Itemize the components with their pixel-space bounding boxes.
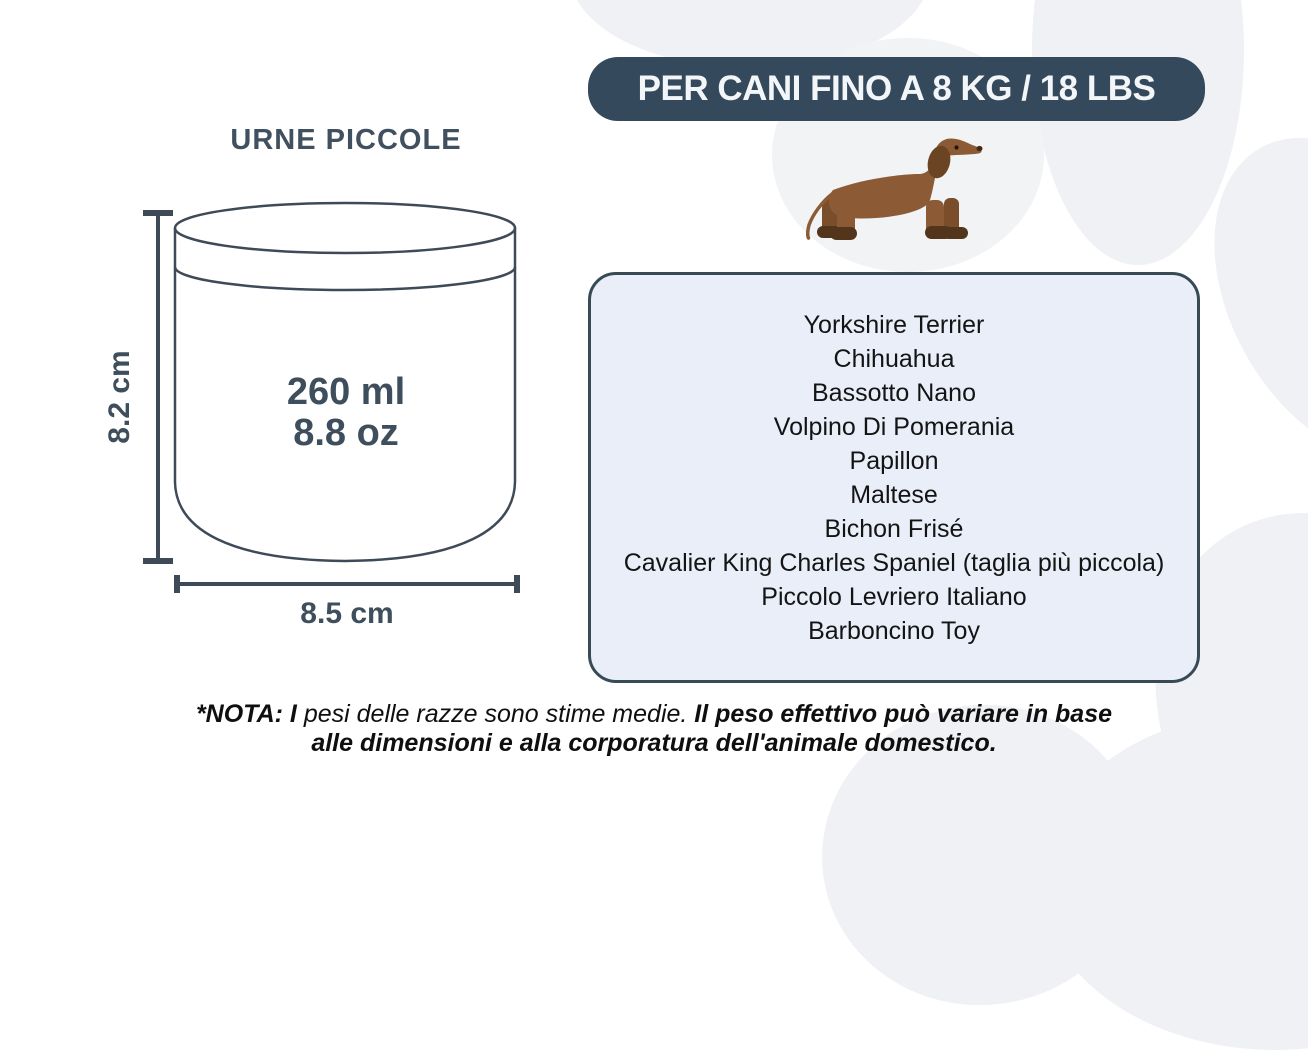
breed-item: Bichon Frisé: [824, 514, 964, 543]
urn-body-outline: [173, 228, 517, 563]
footnote-emphasis: Il peso effettivo può variare in base: [694, 700, 1113, 728]
footnote: *NOTA: I pesi delle razze sono stime med…: [149, 700, 1159, 758]
dachshund-icon: [805, 138, 983, 240]
weight-limit-badge: PER CANI FINO A 8 KG / 18 LBS: [588, 57, 1205, 121]
breed-item: Bassotto Nano: [812, 378, 976, 407]
breed-item: Papillon: [849, 446, 939, 475]
breeds-list: Yorkshire Terrier Chihuahua Bassotto Nano V…: [591, 308, 1197, 648]
dog-far-front-leg: [944, 198, 959, 234]
breed-item: Maltese: [850, 480, 938, 509]
dog-ear: [927, 145, 951, 179]
footnote-line-1: *NOTA: I pesi delle razze sono stime med…: [149, 700, 1159, 729]
breed-item: Cavalier King Charles Spaniel (taglia pi…: [623, 548, 1165, 577]
breed-item: Chihuahua: [833, 344, 955, 373]
footnote-regular: pesi delle razze sono stime medie.: [303, 700, 695, 728]
urn-diagram: [143, 201, 520, 593]
height-dimension-line: [143, 210, 173, 564]
urn-volume-ml: 260 ml: [286, 371, 406, 413]
footnote-prefix: *NOTA: I: [195, 700, 304, 728]
breed-item: Barboncino Toy: [808, 616, 980, 645]
urn-height-value: 8.2 cm: [103, 350, 136, 444]
dog-front-paw: [925, 226, 952, 239]
footnote-line-2: alle dimensioni e alla corporatura dell'…: [149, 729, 1159, 758]
dog-nose: [976, 145, 983, 152]
breed-item: Piccolo Levriero Italiano: [761, 582, 1027, 611]
dog-tail: [805, 192, 834, 240]
dog-eye: [954, 145, 959, 150]
urn-volume-oz: 8.8 oz: [293, 412, 399, 454]
width-dimension-line: [174, 575, 520, 593]
urn-lid-rim: [173, 266, 517, 292]
urn-lid-top: [173, 201, 517, 255]
breed-item: Volpino Di Pomerania: [773, 412, 1015, 441]
urn-size-title: URNE PICCOLE: [230, 124, 462, 156]
footnote-emphasis-2: alle dimensioni e alla corporatura dell'…: [311, 729, 997, 757]
breeds-box: Yorkshire Terrier Chihuahua Bassotto Nano V…: [588, 272, 1200, 683]
weight-limit-label: PER CANI FINO A 8 KG / 18 LBS: [637, 69, 1156, 108]
dog-rear-paw: [830, 227, 857, 240]
urn-diameter-value: 8.5 cm: [300, 597, 394, 630]
urn-volume: 260 ml 8.8 oz: [196, 372, 496, 454]
breed-item: Yorkshire Terrier: [803, 310, 985, 339]
paw-print-icon: [1032, 0, 1244, 265]
